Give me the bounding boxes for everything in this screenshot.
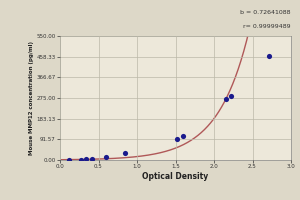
Point xyxy=(78,158,83,161)
Point xyxy=(223,98,228,101)
Point xyxy=(229,94,233,97)
Point xyxy=(84,158,88,161)
Point xyxy=(104,155,109,159)
Point xyxy=(175,138,179,141)
Point xyxy=(90,157,95,160)
Text: r= 0.99999489: r= 0.99999489 xyxy=(243,24,291,29)
Text: b = 0.72641088: b = 0.72641088 xyxy=(241,10,291,15)
X-axis label: Optical Density: Optical Density xyxy=(142,172,208,181)
Point xyxy=(181,135,186,138)
Point xyxy=(267,55,272,58)
Point xyxy=(123,151,128,154)
Point xyxy=(67,158,72,161)
Y-axis label: Mouse MMP12 concentration (pg/ml): Mouse MMP12 concentration (pg/ml) xyxy=(29,41,34,155)
